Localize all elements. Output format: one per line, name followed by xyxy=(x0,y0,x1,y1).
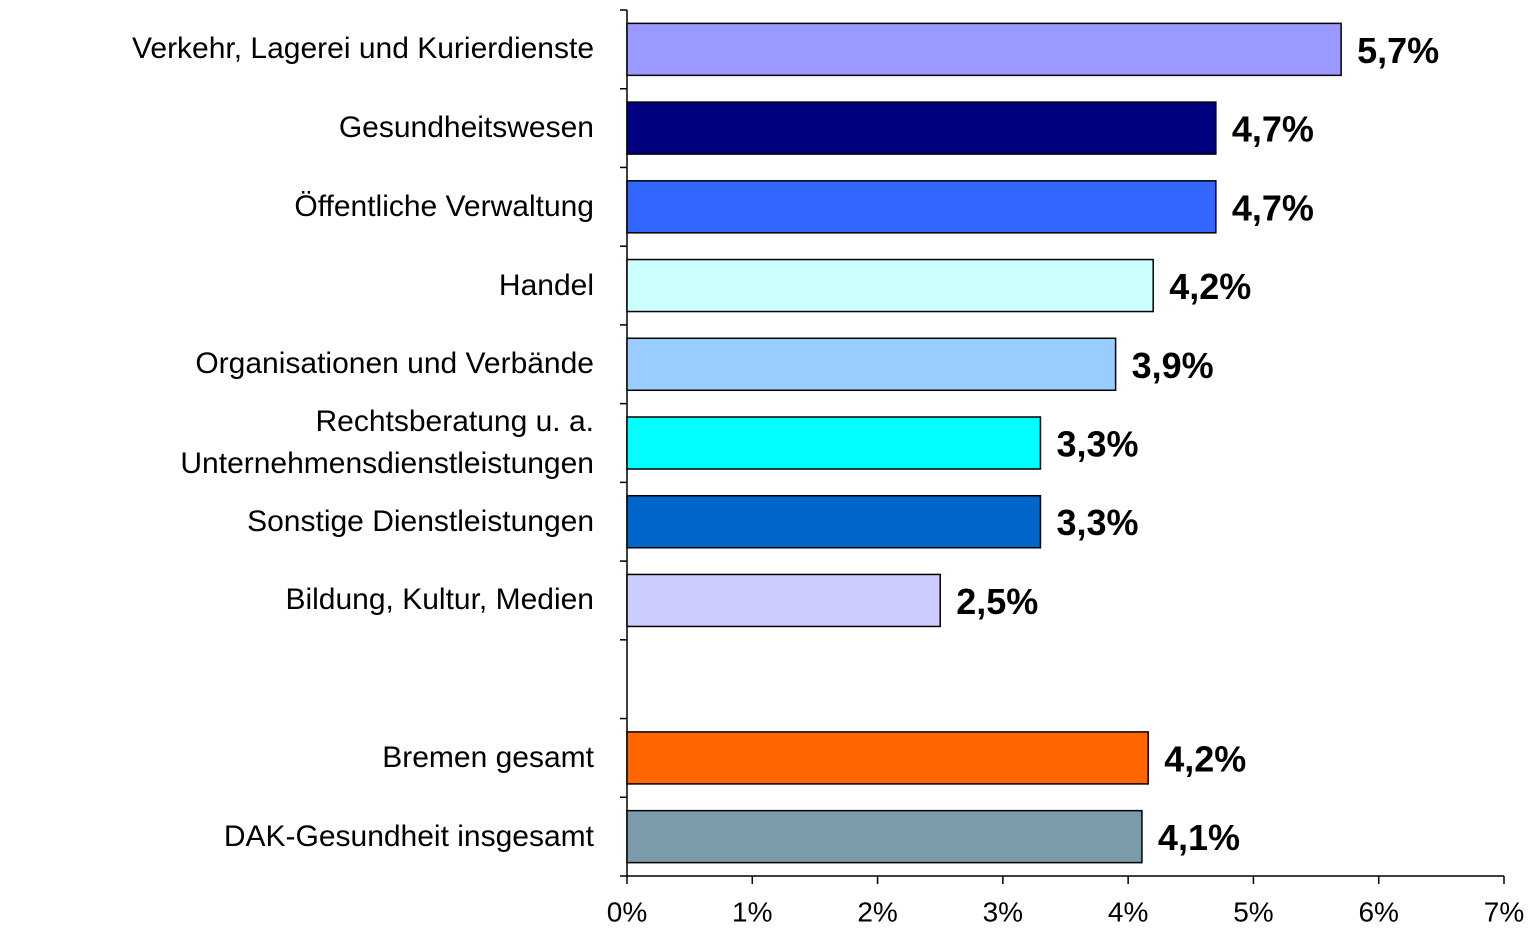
value-label: 5,7% xyxy=(1357,30,1439,71)
category-label: Bremen gesamt xyxy=(382,740,594,774)
category-label: Bildung, Kultur, Medien xyxy=(285,583,594,617)
x-tick-label: 3% xyxy=(983,896,1023,927)
category-label: Verkehr, Lagerei und Kurierdienste xyxy=(132,32,594,66)
value-label: 4,2% xyxy=(1169,266,1251,307)
bar xyxy=(626,494,1042,549)
value-label: 3,3% xyxy=(1056,424,1138,465)
x-tick-label: 2% xyxy=(857,896,897,927)
x-tick-label: 0% xyxy=(607,896,647,927)
value-label: 3,3% xyxy=(1056,502,1138,543)
value-label: 4,7% xyxy=(1232,187,1314,228)
category-label: Handel xyxy=(498,268,594,302)
x-tick-label: 7% xyxy=(1484,896,1524,927)
bar xyxy=(626,573,941,628)
category-label: DAK-Gesundheit insgesamt xyxy=(223,819,594,853)
x-tick-label: 1% xyxy=(732,896,772,927)
value-label: 4,2% xyxy=(1164,738,1246,779)
value-label: 4,1% xyxy=(1158,817,1240,858)
value-label: 4,7% xyxy=(1232,109,1314,150)
category-label: Sonstige Dienstleistungen xyxy=(247,504,594,538)
bar xyxy=(626,22,1342,77)
category-label: Rechtsberatung u. a. Unternehmensdienstl… xyxy=(180,405,594,480)
category-label: Gesundheitswesen xyxy=(338,111,594,145)
x-tick-label: 6% xyxy=(1358,896,1398,927)
value-label: 2,5% xyxy=(956,581,1038,622)
category-label: Organisationen und Verbände xyxy=(195,347,594,381)
bar xyxy=(626,101,1217,155)
x-tick-label: 5% xyxy=(1233,896,1273,927)
bar xyxy=(626,809,1143,864)
bar xyxy=(626,258,1154,313)
bar xyxy=(626,337,1117,392)
bar xyxy=(626,416,1042,470)
category-label: Öffentliche Verwaltung xyxy=(294,189,594,223)
x-tick-label: 4% xyxy=(1108,896,1148,927)
value-label: 3,9% xyxy=(1132,345,1214,386)
bar xyxy=(626,180,1217,234)
bar xyxy=(626,731,1149,785)
